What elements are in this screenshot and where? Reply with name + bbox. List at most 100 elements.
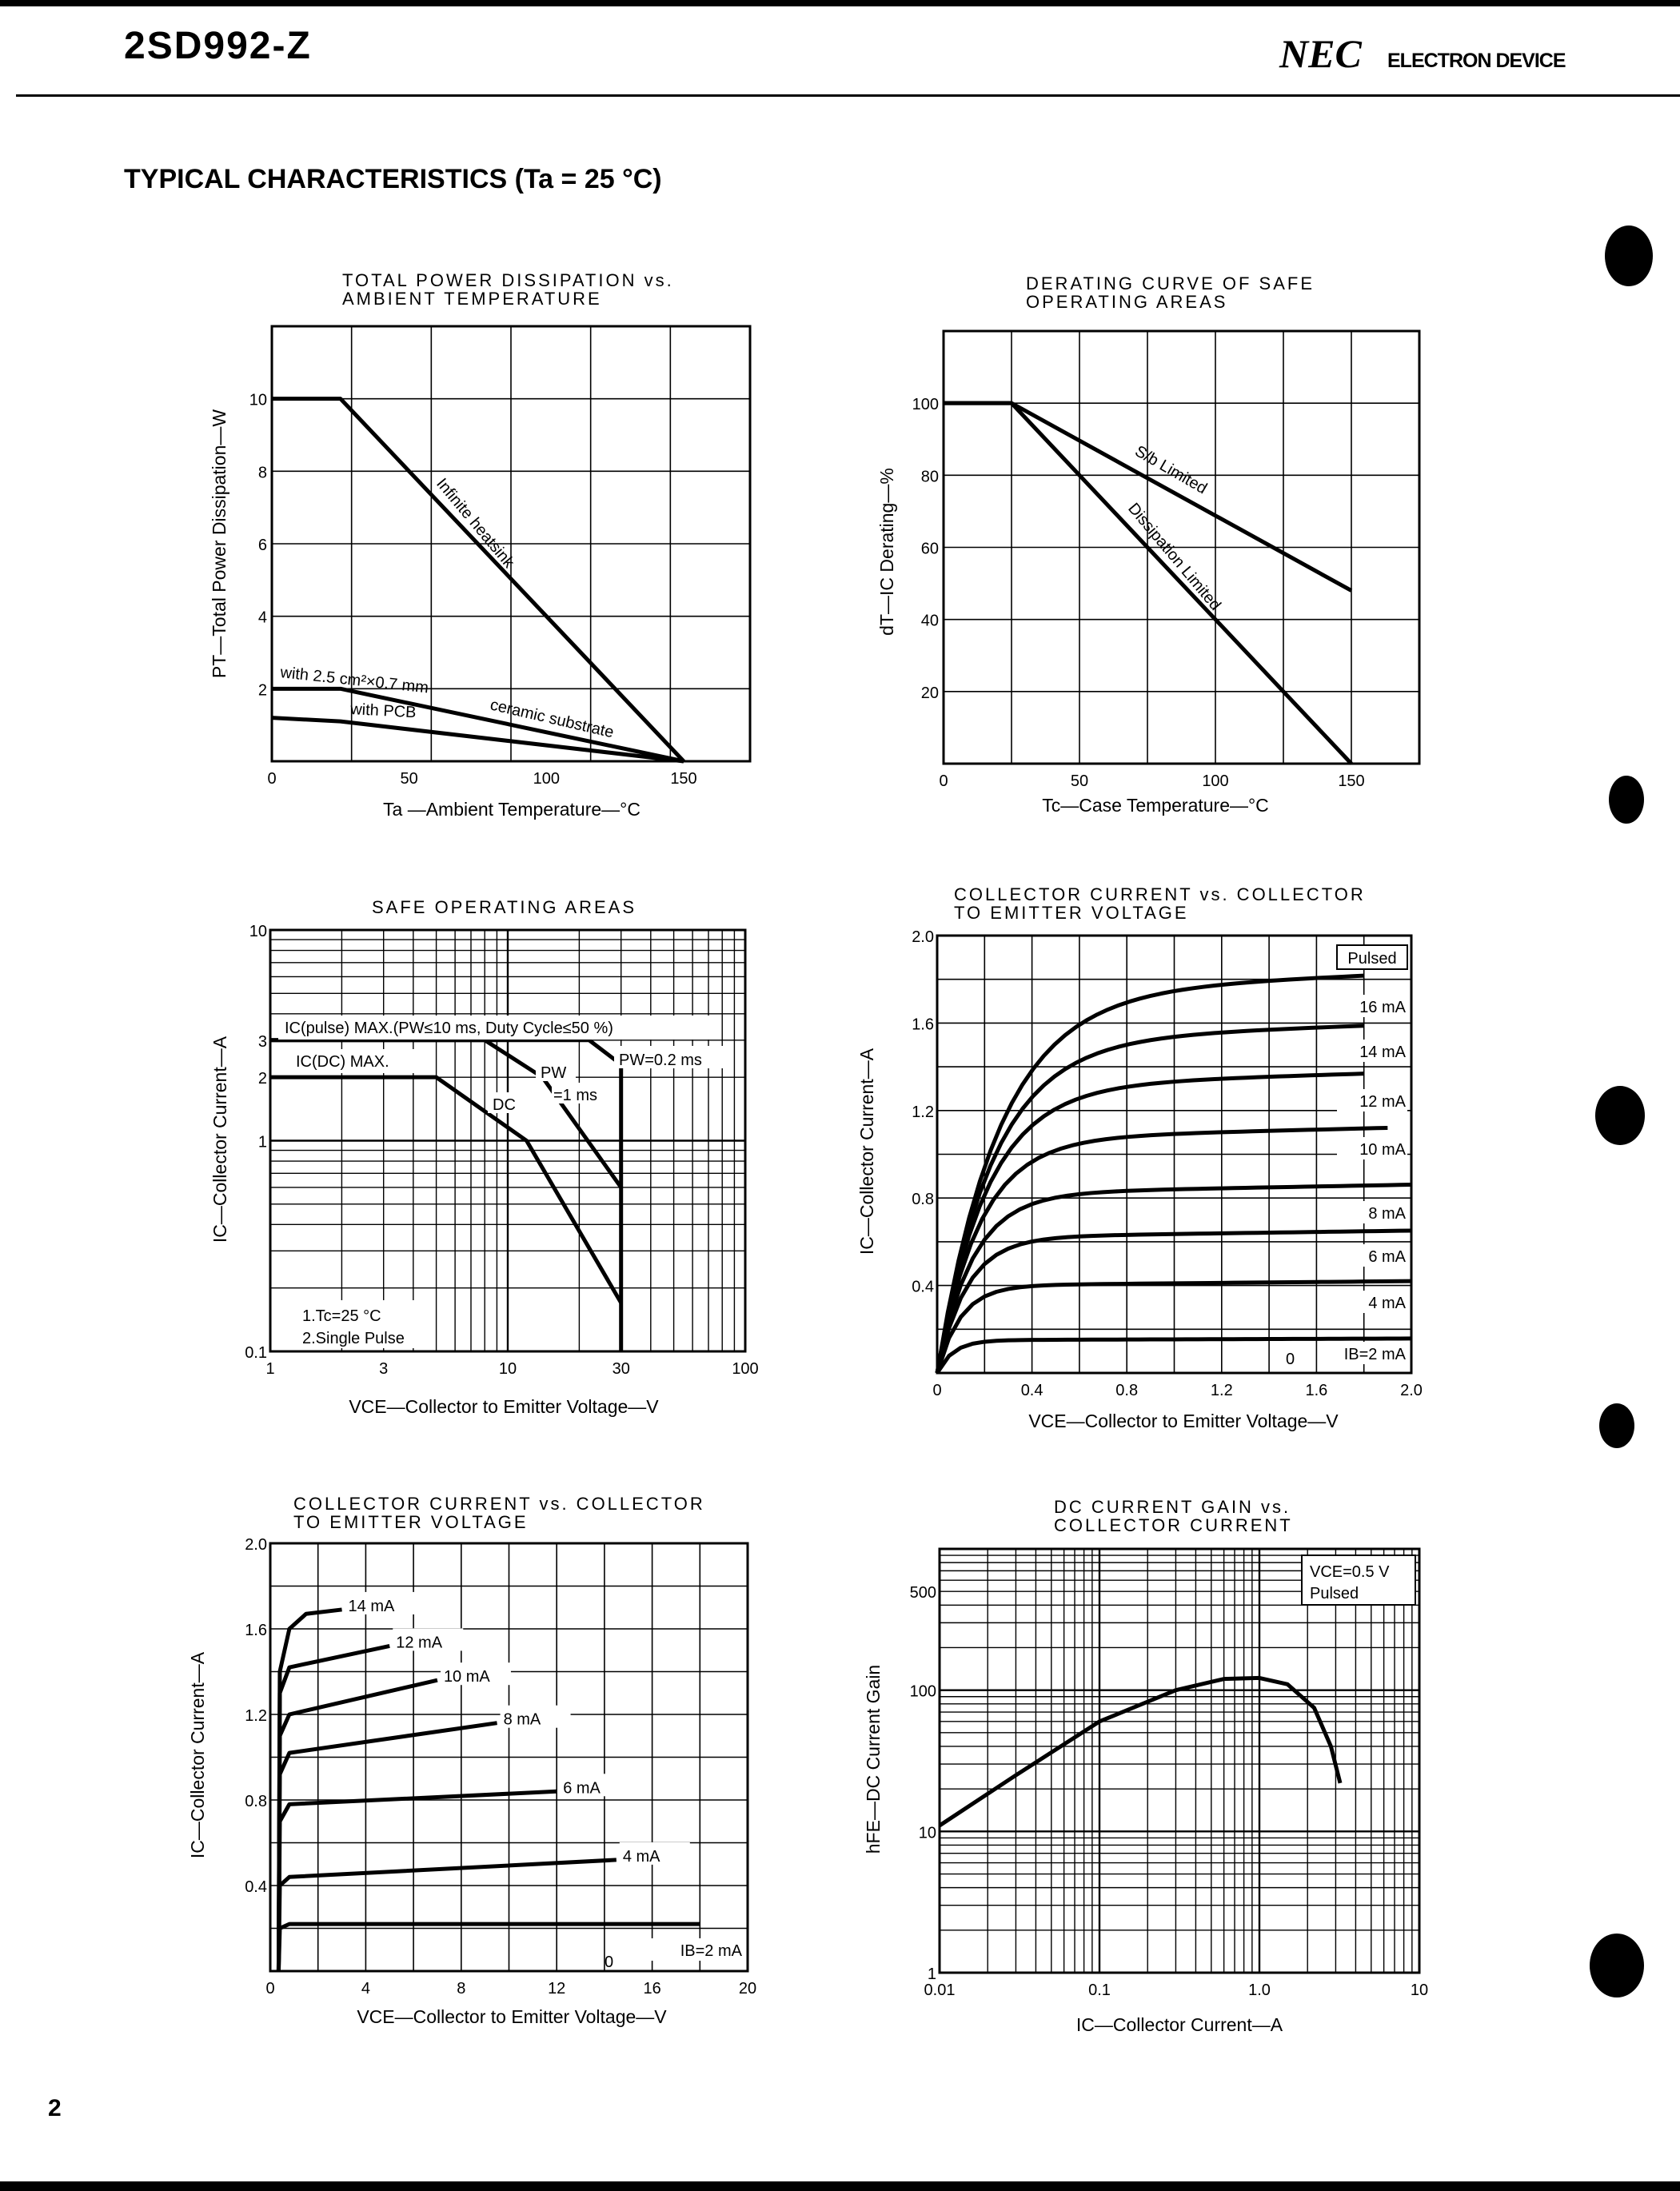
power-frame [270, 325, 752, 763]
power-title: TOTAL POWER DISSIPATION vs. [342, 270, 674, 290]
binder-hole [1590, 1934, 1644, 1997]
icvce2-label-bg [345, 1591, 416, 1614]
icvce2-label-bg [649, 1938, 744, 1961]
power-ytick: 6 [258, 537, 267, 554]
hfe-title: DC CURRENT GAIN vs. [1054, 1497, 1291, 1517]
icvce2-series-label: 10 mA [444, 1668, 490, 1686]
icvce2-label-bg [560, 1774, 631, 1797]
icvce1-ytick: 2.0 [912, 928, 934, 946]
icvce1-label-bg [1337, 1137, 1407, 1159]
icvce1-ytick: 0.4 [912, 1279, 934, 1296]
soa-ytick: 0.1 [245, 1344, 267, 1362]
derating-title: DERATING CURVE OF SAFE [1026, 273, 1315, 293]
power-xtick: 150 [670, 770, 696, 788]
soa-label-bg [278, 1016, 710, 1040]
icvce2-series-label: 6 mA [563, 1779, 601, 1797]
icvce1-legend-box [1336, 944, 1408, 970]
icvce1-zero-label: 0 [1286, 1351, 1295, 1368]
icvce1-ytick: 1.6 [912, 1016, 934, 1033]
icvce2-series-label: IB=2 mA [680, 1942, 743, 1960]
icvce2-series-label: 8 mA [504, 1711, 541, 1729]
icvce1-label-bg [1337, 1342, 1407, 1364]
icvce1-label-bg [1337, 1089, 1407, 1111]
derating-frame [942, 329, 1421, 765]
soa-label-bg [552, 1083, 617, 1103]
icvce2-xtick: 20 [739, 1980, 756, 1997]
icvce1-xtick: 1.6 [1305, 1382, 1327, 1399]
icvce2-ytick: 0.4 [245, 1878, 267, 1896]
hfe-xlabel: IC—Collector Current—A [1076, 2014, 1283, 2035]
soa-ylabel: IC—Collector Current—A [210, 1036, 230, 1243]
hfe-ytick: 100 [910, 1683, 936, 1701]
soa-label-bg [614, 1046, 731, 1068]
binder-hole [1609, 776, 1644, 824]
soa-xtick: 100 [732, 1360, 758, 1378]
soa-xtick: 30 [613, 1360, 630, 1378]
icvce1-series-label: 12 mA [1359, 1093, 1406, 1111]
icvce1-ytick: 1.2 [912, 1103, 934, 1121]
icvce1-series-label: 6 mA [1368, 1248, 1406, 1266]
icvce1-series-label: 16 mA [1359, 999, 1406, 1016]
soa-xtick: 1 [265, 1360, 274, 1378]
icvce2-series-line [276, 1721, 497, 1972]
part-number: 2SD992-Z [124, 25, 312, 67]
hfe-frame [938, 1547, 1421, 1974]
icvce2-ytick: 2.0 [245, 1536, 267, 1554]
page-number: 2 [48, 2095, 62, 2121]
hfe-xtick: 1.0 [1248, 1981, 1271, 1999]
soa-xtick: 10 [499, 1360, 517, 1378]
icvce2-ytick: 1.2 [245, 1707, 267, 1725]
soa-annotation: PW [541, 1064, 566, 1082]
soa-ytick: 3 [258, 1033, 267, 1051]
soa-annotation: PW=0.2 ms [619, 1052, 702, 1069]
icvce1-label-bg [1337, 1291, 1407, 1313]
icvce1-xtick: 0.4 [1021, 1382, 1044, 1399]
brand-logo: NEC [1279, 31, 1362, 76]
icvce1-ylabel: IC—Collector Current—A [856, 1048, 877, 1255]
icvce1-xlabel: VCE—Collector to Emitter Voltage—V [1028, 1411, 1339, 1431]
icvce2-series-line [276, 1922, 700, 1972]
icvce1-xtick: 0.8 [1115, 1382, 1138, 1399]
derating-xtick: 0 [939, 772, 948, 790]
hfe-ylabel: hFE—DC Current Gain [863, 1665, 884, 1854]
soa-series-line [270, 1075, 623, 1304]
icvce2-xtick: 8 [457, 1980, 465, 1997]
soa-annotation: 1.Tc=25 °C [302, 1307, 381, 1325]
binder-hole [1605, 225, 1653, 286]
soa-frame [269, 928, 747, 1353]
soa-title: SAFE OPERATING AREAS [372, 897, 636, 917]
icvce1-title: TO EMITTER VOLTAGE [954, 903, 1189, 923]
soa-xlabel: VCE—Collector to Emitter Voltage—V [349, 1396, 659, 1417]
soa-ytick: 10 [249, 923, 267, 940]
power-ytick: 4 [258, 609, 267, 627]
icvce2-label-bg [440, 1662, 511, 1686]
icvce1-series-label: 4 mA [1368, 1295, 1406, 1312]
icvce1-series-label: 14 mA [1359, 1044, 1406, 1061]
binder-hole [1595, 1086, 1645, 1145]
hfe-ytick: 500 [910, 1584, 936, 1602]
power-ylabel: PT—Total Power Dissipation—W [209, 409, 229, 678]
derating-ytick: 20 [921, 684, 939, 702]
icvce1-xtick: 1.2 [1211, 1382, 1233, 1399]
soa-label-bg [536, 1060, 576, 1081]
derating-ylabel: dT—IC Derating—% [876, 468, 897, 636]
icvce1-xtick: 0 [932, 1382, 941, 1399]
icvce1-label-bg [1337, 1244, 1407, 1267]
icvce1-frame [936, 934, 1413, 1375]
icvce1-series-line [935, 1336, 1412, 1375]
icvce1-series-line [935, 1279, 1412, 1374]
icvce2-frame [269, 1542, 749, 1973]
power-annotation: with PCB [349, 700, 417, 721]
hfe-series-line [938, 1675, 1343, 1828]
soa-annotation: =1 ms [553, 1087, 597, 1104]
hfe-xtick: 0.01 [924, 1981, 956, 1999]
derating-xtick: 50 [1071, 772, 1088, 790]
icvce1-xtick: 2.0 [1400, 1382, 1423, 1399]
power-xtick: 50 [401, 770, 418, 788]
power-series-line [272, 686, 684, 764]
section-title: TYPICAL CHARACTERISTICS (Ta = 25 °C) [124, 164, 662, 194]
soa-annotation: IC(pulse) MAX.(PW≤10 ms, Duty Cycle≤50 %… [285, 1020, 613, 1037]
icvce2-series-label: 14 mA [349, 1598, 395, 1615]
derating-ytick: 40 [921, 613, 939, 630]
